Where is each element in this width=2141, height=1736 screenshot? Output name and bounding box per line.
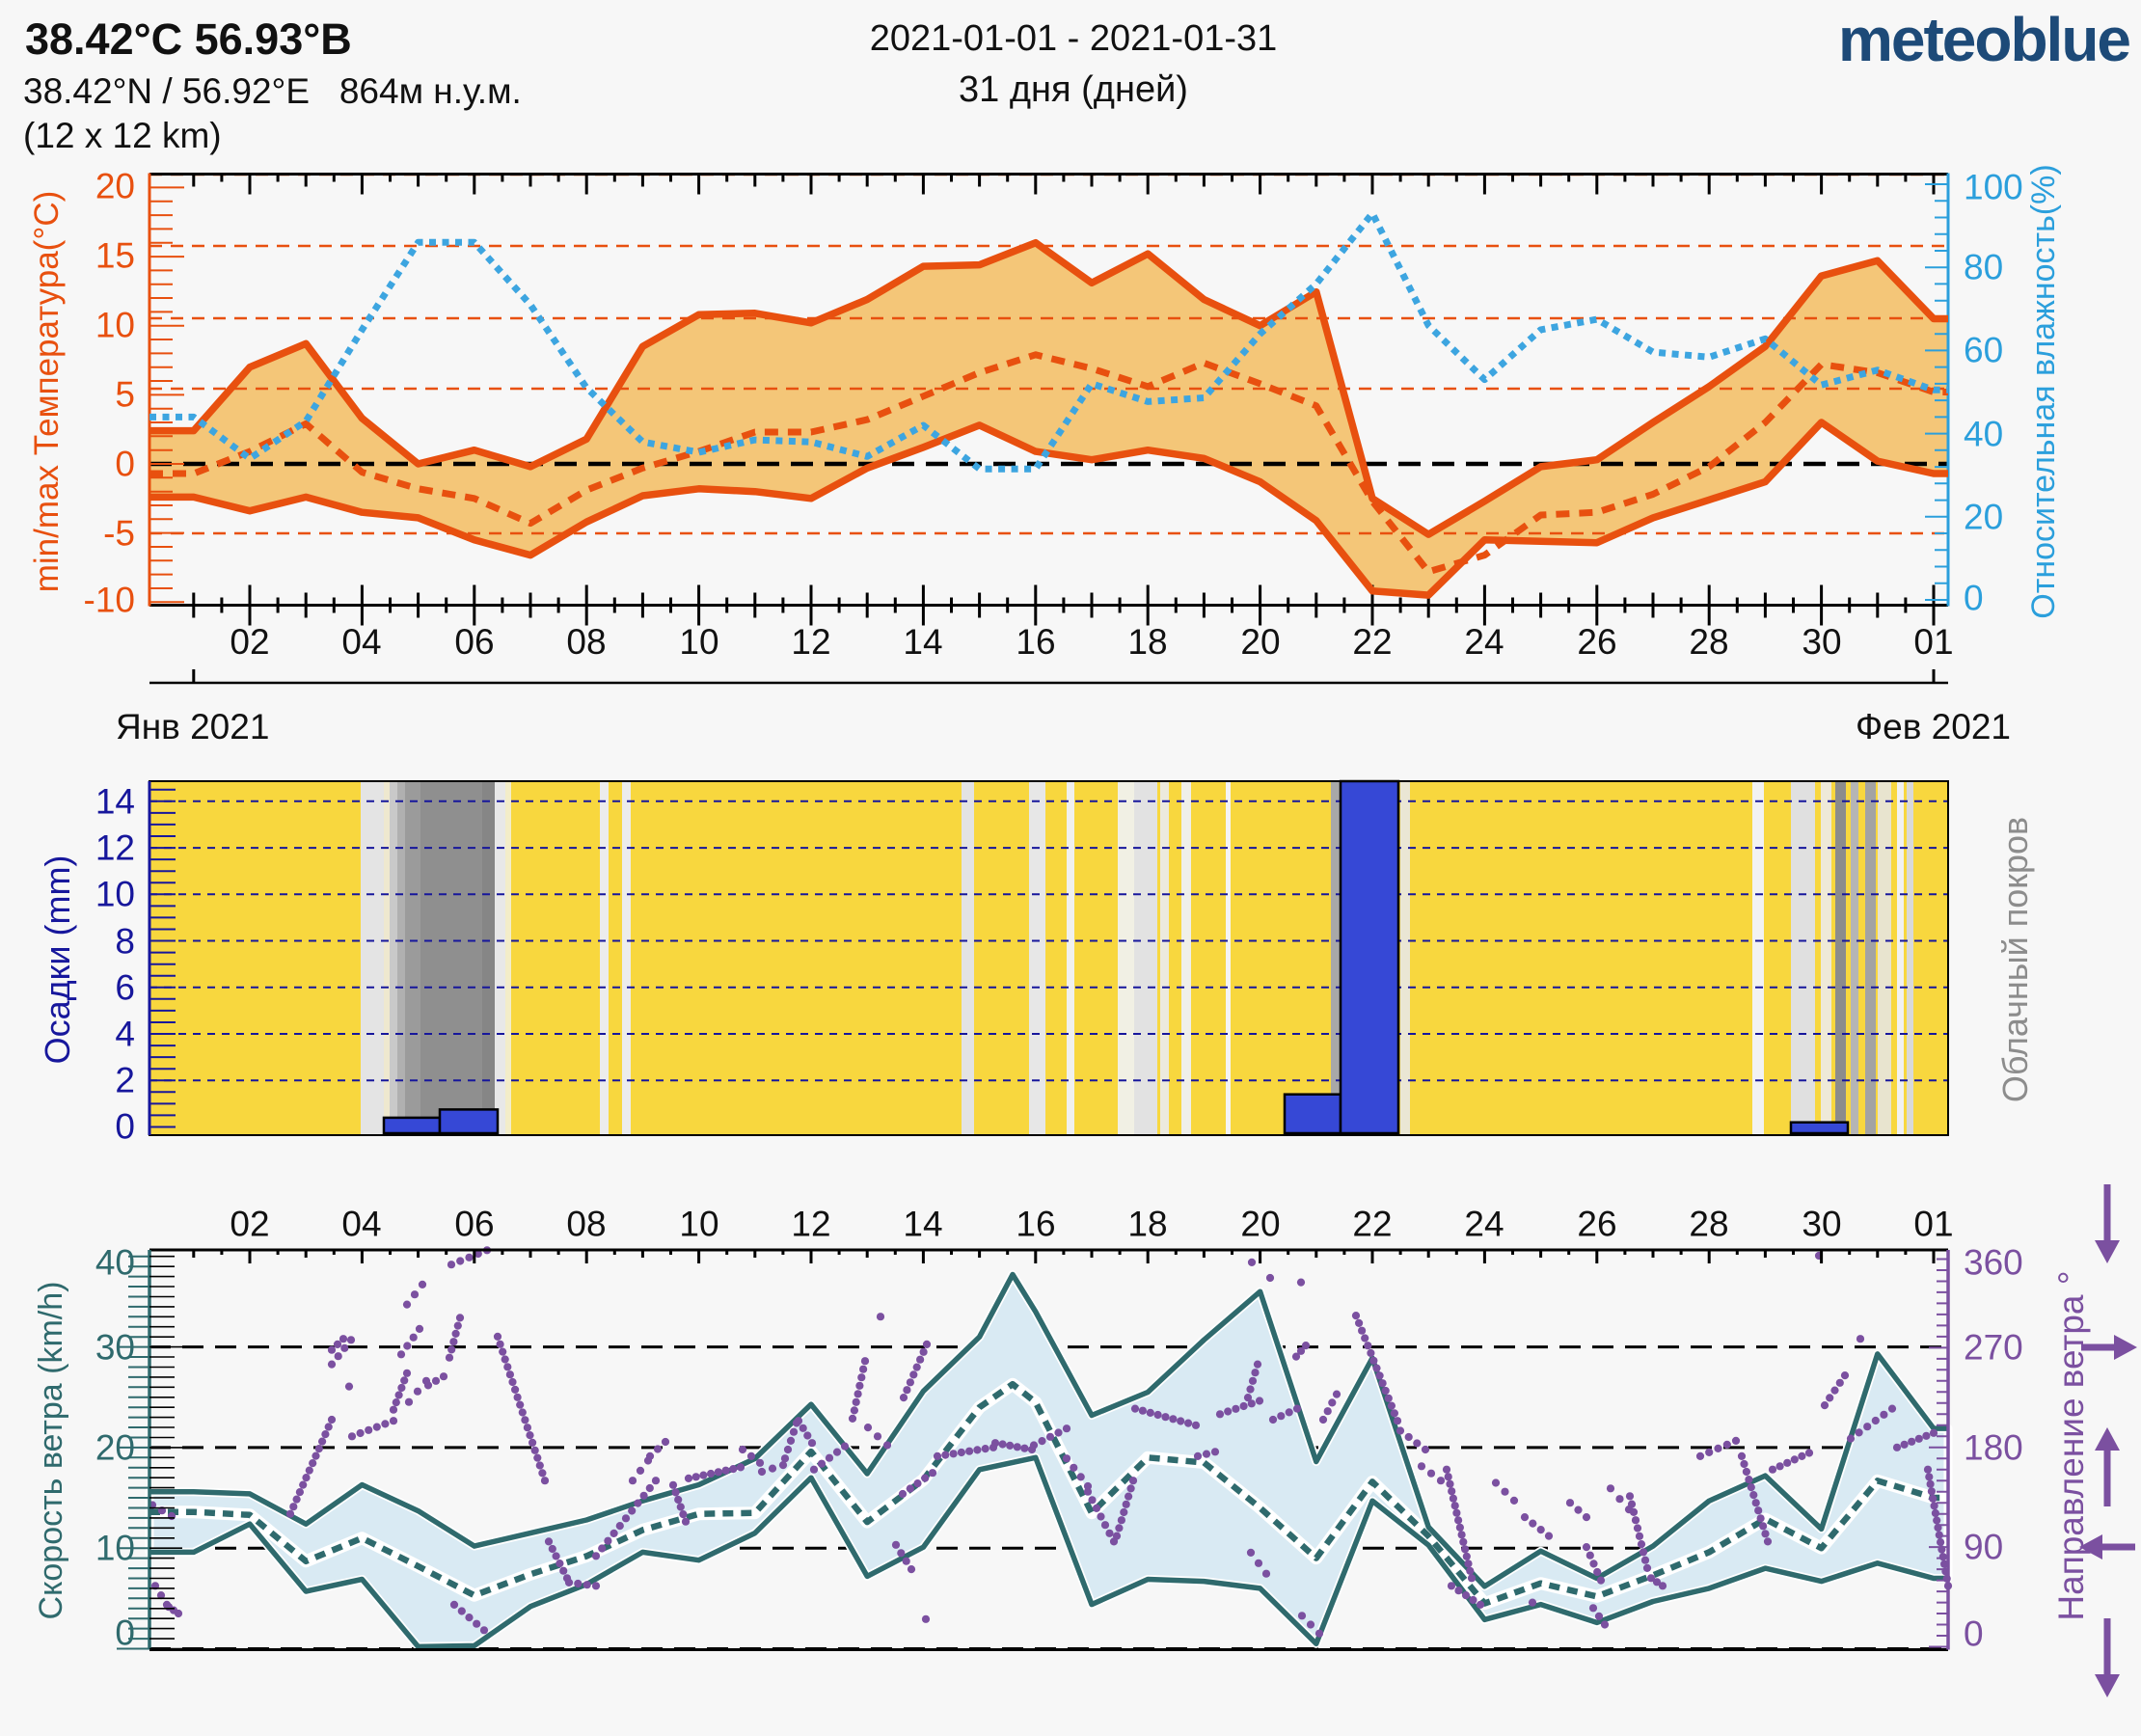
- svg-text:Облачный покров: Облачный покров: [1995, 817, 2035, 1102]
- svg-text:18: 18: [1127, 622, 1167, 662]
- svg-text:8: 8: [115, 922, 135, 962]
- svg-text:08: 08: [566, 1205, 606, 1244]
- svg-text:14: 14: [95, 782, 135, 822]
- svg-text:30: 30: [1802, 622, 1841, 662]
- svg-text:02: 02: [230, 1205, 269, 1244]
- svg-text:20: 20: [1240, 622, 1280, 662]
- svg-text:01: 01: [1913, 1205, 1953, 1244]
- svg-text:meteoblue: meteoblue: [1838, 5, 2129, 74]
- svg-text:14: 14: [903, 622, 942, 662]
- svg-text:08: 08: [566, 622, 606, 662]
- svg-text:270: 270: [1964, 1328, 2023, 1368]
- svg-text:40: 40: [1964, 415, 2003, 454]
- svg-text:30: 30: [1802, 1205, 1841, 1244]
- svg-text:360: 360: [1964, 1243, 2023, 1283]
- svg-text:06: 06: [454, 622, 494, 662]
- svg-text:10: 10: [95, 306, 135, 345]
- svg-text:0: 0: [1964, 1614, 1984, 1654]
- svg-text:02: 02: [230, 622, 269, 662]
- svg-text:16: 16: [1016, 1205, 1055, 1244]
- svg-text:Фев 2021: Фев 2021: [1856, 707, 2011, 746]
- svg-text:30: 30: [95, 1328, 135, 1368]
- svg-text:28: 28: [1689, 622, 1728, 662]
- svg-text:22: 22: [1352, 622, 1392, 662]
- svg-text:Скорость ветра (km/h): Скорость ветра (km/h): [33, 1282, 69, 1620]
- svg-text:0: 0: [115, 445, 135, 484]
- svg-text:01: 01: [1913, 622, 1953, 662]
- svg-text:10: 10: [95, 875, 135, 914]
- svg-text:2021-01-01 - 2021-01-31: 2021-01-01 - 2021-01-31: [870, 18, 1278, 59]
- svg-text:20: 20: [1964, 498, 2003, 537]
- svg-text:15: 15: [95, 236, 135, 276]
- svg-text:12: 12: [791, 1205, 830, 1244]
- svg-text:5: 5: [115, 375, 135, 415]
- svg-text:0: 0: [115, 1614, 135, 1653]
- svg-text:20: 20: [95, 1428, 135, 1468]
- svg-text:2: 2: [115, 1061, 135, 1100]
- svg-text:04: 04: [341, 1205, 381, 1244]
- svg-text:38.42°С 56.93°В: 38.42°С 56.93°В: [25, 14, 352, 64]
- svg-text:min/max Температура(°C): min/max Температура(°C): [28, 191, 66, 593]
- svg-text:31 дня (дней): 31 дня (дней): [959, 69, 1188, 110]
- svg-text:20: 20: [95, 167, 135, 206]
- svg-text:60: 60: [1964, 331, 2003, 370]
- svg-text:10: 10: [679, 1205, 718, 1244]
- svg-text:-5: -5: [103, 514, 135, 554]
- svg-text:Осадки (mm): Осадки (mm): [38, 855, 77, 1065]
- svg-text:100: 100: [1964, 168, 2023, 207]
- svg-text:6: 6: [115, 968, 135, 1008]
- svg-text:26: 26: [1577, 1205, 1616, 1244]
- svg-text:80: 80: [1964, 248, 2003, 287]
- svg-text:14: 14: [903, 1205, 942, 1244]
- svg-text:06: 06: [454, 1205, 494, 1244]
- svg-text:Янв 2021: Янв 2021: [116, 707, 269, 746]
- svg-text:(12 x 12 km): (12 x 12 km): [23, 116, 222, 155]
- svg-text:22: 22: [1352, 1205, 1392, 1244]
- svg-text:26: 26: [1577, 622, 1616, 662]
- svg-text:12: 12: [791, 622, 830, 662]
- svg-text:18: 18: [1127, 1205, 1167, 1244]
- svg-text:Направление ветра °: Направление ветра °: [2051, 1270, 2091, 1620]
- svg-text:10: 10: [679, 622, 718, 662]
- svg-text:38.42°N / 56.92°E 864м н.у.м: 38.42°N / 56.92°E 864м н.у.м.: [23, 71, 522, 111]
- svg-text:Относительная влажность(%): Относительная влажность(%): [2025, 164, 2062, 618]
- svg-text:16: 16: [1016, 622, 1055, 662]
- svg-text:04: 04: [341, 622, 381, 662]
- svg-text:12: 12: [95, 828, 135, 868]
- svg-text:20: 20: [1240, 1205, 1280, 1244]
- svg-text:4: 4: [115, 1015, 135, 1054]
- svg-text:28: 28: [1689, 1205, 1728, 1244]
- svg-text:-10: -10: [84, 581, 135, 620]
- svg-text:24: 24: [1464, 1205, 1504, 1244]
- svg-text:10: 10: [95, 1529, 135, 1568]
- svg-text:0: 0: [1964, 579, 1984, 618]
- svg-text:90: 90: [1964, 1528, 2003, 1567]
- svg-text:24: 24: [1464, 622, 1504, 662]
- svg-text:0: 0: [115, 1107, 135, 1147]
- svg-text:180: 180: [1964, 1428, 2023, 1468]
- svg-text:40: 40: [95, 1243, 135, 1283]
